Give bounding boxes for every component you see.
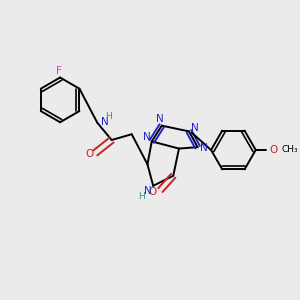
Text: N: N [191,123,199,133]
Text: N: N [144,186,152,196]
Text: N: N [200,143,208,153]
Text: H: H [138,192,145,201]
Text: F: F [56,66,61,76]
Text: H: H [105,112,112,121]
Text: N: N [157,114,164,124]
Text: N: N [101,117,109,127]
Text: O: O [85,149,93,159]
Text: O: O [269,145,278,155]
Text: N: N [143,132,151,142]
Text: CH₃: CH₃ [281,146,298,154]
Text: O: O [148,187,157,196]
